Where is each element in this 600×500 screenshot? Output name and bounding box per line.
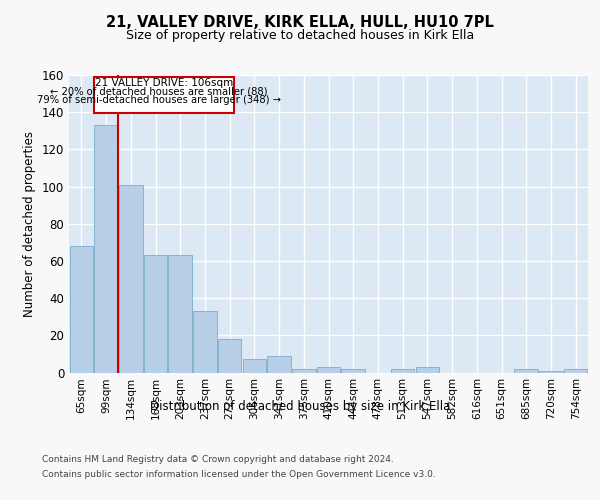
Bar	[70, 246, 93, 372]
Bar	[292, 369, 316, 372]
Text: 21, VALLEY DRIVE, KIRK ELLA, HULL, HU10 7PL: 21, VALLEY DRIVE, KIRK ELLA, HULL, HU10 …	[106, 15, 494, 30]
Bar	[144, 256, 167, 372]
Bar	[539, 370, 563, 372]
Bar	[317, 367, 340, 372]
Bar	[119, 184, 143, 372]
Bar	[242, 360, 266, 372]
Bar	[514, 369, 538, 372]
FancyBboxPatch shape	[94, 77, 234, 113]
Bar	[218, 339, 241, 372]
Text: Contains public sector information licensed under the Open Government Licence v3: Contains public sector information licen…	[42, 470, 436, 479]
Text: Distribution of detached houses by size in Kirk Ella: Distribution of detached houses by size …	[150, 400, 450, 413]
Text: 79% of semi-detached houses are larger (348) →: 79% of semi-detached houses are larger (…	[37, 95, 281, 105]
Bar	[193, 311, 217, 372]
Bar	[268, 356, 291, 372]
Bar	[564, 369, 587, 372]
Bar	[169, 256, 192, 372]
Bar	[416, 367, 439, 372]
Text: Contains HM Land Registry data © Crown copyright and database right 2024.: Contains HM Land Registry data © Crown c…	[42, 455, 394, 464]
Y-axis label: Number of detached properties: Number of detached properties	[23, 130, 36, 317]
Bar	[94, 125, 118, 372]
Text: 21 VALLEY DRIVE: 106sqm: 21 VALLEY DRIVE: 106sqm	[95, 78, 233, 88]
Bar	[341, 369, 365, 372]
Text: Size of property relative to detached houses in Kirk Ella: Size of property relative to detached ho…	[126, 28, 474, 42]
Bar	[391, 369, 415, 372]
Text: ← 20% of detached houses are smaller (88): ← 20% of detached houses are smaller (88…	[50, 86, 268, 97]
